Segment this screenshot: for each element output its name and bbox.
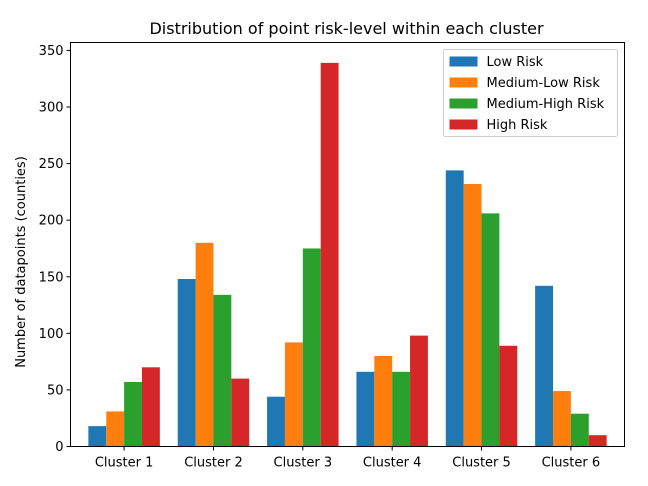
legend-label-1: Low Risk	[487, 55, 544, 70]
bar-medium-low-risk-cluster-1	[106, 411, 125, 447]
x-axis-ticks: Cluster 1 Cluster 2 Cluster 3 Cluster 4 Clus…	[95, 446, 601, 471]
y-tick-label: 300	[39, 101, 64, 116]
y-tick-label: 0	[55, 440, 63, 455]
bar-low-risk-cluster-6	[535, 285, 554, 447]
y-tick-label: 150	[39, 270, 64, 285]
y-tick-label: 250	[39, 157, 64, 172]
x-tick-label: Cluster 4	[363, 456, 422, 471]
legend-label-2: Medium-Low Risk	[487, 76, 601, 91]
y-axis-label: Number of datapoints (counties)	[14, 156, 29, 368]
bar-medium-high-risk-cluster-2	[213, 294, 232, 447]
bar-medium-low-risk-cluster-3	[284, 342, 303, 447]
x-tick-label: Cluster 2	[184, 456, 243, 471]
bar-high-risk-cluster-5	[499, 345, 518, 447]
bar-medium-high-risk-cluster-5	[481, 213, 500, 447]
bar-low-risk-cluster-3	[267, 396, 285, 447]
legend-swatch-1	[449, 56, 478, 67]
bar-medium-low-risk-cluster-4	[374, 355, 393, 447]
plot-frame	[70, 42, 625, 447]
bars-group	[88, 62, 607, 447]
x-tick-label: Cluster 3	[274, 456, 333, 471]
x-tick-label: Cluster 1	[95, 456, 154, 471]
y-axis-ticks: 0 50 100 150 200 250 300 350	[39, 44, 71, 455]
bar-low-risk-cluster-5	[445, 170, 464, 447]
legend: Low Risk Medium-Low Risk Medium-High Risk H…	[443, 49, 618, 137]
bar-medium-high-risk-cluster-4	[392, 371, 411, 447]
bar-medium-low-risk-cluster-2	[195, 242, 214, 447]
bar-high-risk-cluster-6	[588, 435, 607, 447]
chart-title: Distribution of point risk-level within …	[149, 19, 543, 38]
bar-low-risk-cluster-2	[177, 279, 196, 447]
bar-medium-low-risk-cluster-6	[553, 391, 571, 447]
legend-label-3: Medium-High Risk	[487, 97, 605, 112]
legend-swatch-2	[449, 77, 478, 88]
bar-medium-high-risk-cluster-3	[302, 248, 321, 447]
legend-swatch-3	[449, 98, 478, 109]
bar-medium-high-risk-cluster-1	[124, 381, 142, 447]
bar-high-risk-cluster-3	[320, 62, 339, 447]
legend-swatch-4	[449, 119, 478, 130]
y-tick-label: 200	[39, 214, 64, 229]
y-tick-label: 350	[39, 44, 64, 59]
bar-high-risk-cluster-2	[231, 378, 250, 447]
bar-high-risk-cluster-4	[410, 335, 428, 447]
bar-low-risk-cluster-4	[356, 371, 375, 447]
bar-low-risk-cluster-1	[88, 426, 107, 447]
legend-label-4: High Risk	[487, 118, 548, 133]
bar-high-risk-cluster-1	[141, 367, 160, 447]
x-tick-label: Cluster 5	[452, 456, 511, 471]
y-tick-label: 100	[39, 327, 64, 342]
bar-medium-high-risk-cluster-6	[570, 413, 589, 447]
x-tick-label: Cluster 6	[542, 456, 601, 471]
y-tick-label: 50	[47, 383, 64, 398]
bar-medium-low-risk-cluster-5	[463, 183, 482, 447]
legend-frame	[443, 49, 618, 137]
